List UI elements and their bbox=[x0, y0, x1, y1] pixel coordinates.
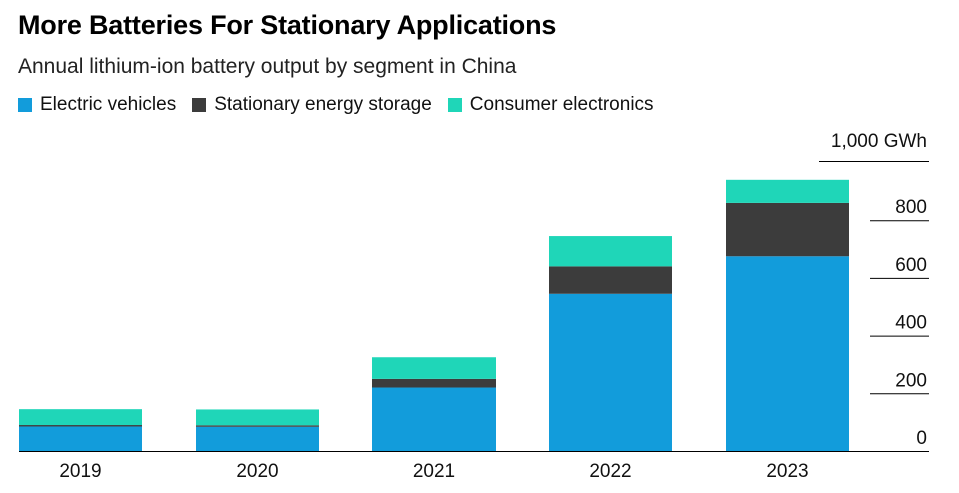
x-tick-label-2022: 2022 bbox=[589, 461, 631, 482]
y-tick-label-600: 600 bbox=[895, 255, 927, 276]
bar-2020-stationary-energy-storage bbox=[196, 425, 319, 427]
x-tick-label-2021: 2021 bbox=[413, 461, 455, 482]
x-tick-label-2020: 2020 bbox=[236, 461, 278, 482]
legend-item-consumer-electronics: Consumer electronics bbox=[447, 94, 654, 116]
x-tick-label-2023: 2023 bbox=[766, 461, 808, 482]
bar-2022-electric-vehicles bbox=[549, 293, 672, 451]
y-tick-label-800: 800 bbox=[895, 197, 927, 218]
legend-label-stationary-storage: Stationary energy storage bbox=[214, 94, 432, 115]
legend: Electric vehicles Stationary energy stor… bbox=[18, 94, 670, 116]
bar-2019-consumer-electronics bbox=[19, 409, 142, 426]
bar-2023-stationary-energy-storage bbox=[726, 202, 849, 257]
legend-item-stationary-storage: Stationary energy storage bbox=[192, 94, 432, 116]
bar-2021-consumer-electronics bbox=[372, 357, 496, 379]
bar-2023-electric-vehicles bbox=[726, 256, 849, 451]
bar-2022-consumer-electronics bbox=[549, 236, 672, 267]
x-tick-label-2019: 2019 bbox=[59, 461, 101, 482]
y-tick-label-0: 0 bbox=[916, 428, 927, 449]
legend-label-electric-vehicles: Electric vehicles bbox=[40, 94, 177, 115]
chart-title: More Batteries For Stationary Applicatio… bbox=[18, 10, 557, 40]
bar-2020-consumer-electronics bbox=[196, 409, 319, 426]
chart-subtitle: Annual lithium-ion battery output by seg… bbox=[18, 55, 517, 78]
bar-2021-stationary-energy-storage bbox=[372, 378, 496, 388]
legend-swatch-electric-vehicles bbox=[18, 98, 32, 112]
y-tick-label-200: 200 bbox=[895, 370, 927, 391]
bar-2021-electric-vehicles bbox=[372, 387, 496, 451]
legend-swatch-consumer-electronics bbox=[447, 98, 462, 112]
y-tick-label-400: 400 bbox=[895, 313, 927, 334]
bar-2019-electric-vehicles bbox=[19, 426, 142, 451]
bar-2022-stationary-energy-storage bbox=[549, 266, 672, 294]
y-axis-unit-label: 1,000 GWh bbox=[831, 131, 927, 152]
legend-label-consumer-electronics: Consumer electronics bbox=[469, 94, 654, 115]
legend-swatch-stationary-storage bbox=[192, 98, 207, 112]
bar-2020-electric-vehicles bbox=[196, 426, 319, 451]
bar-2019-stationary-energy-storage bbox=[19, 425, 142, 427]
legend-item-electric-vehicles: Electric vehicles bbox=[18, 94, 176, 116]
bar-2023-consumer-electronics bbox=[726, 179, 849, 203]
